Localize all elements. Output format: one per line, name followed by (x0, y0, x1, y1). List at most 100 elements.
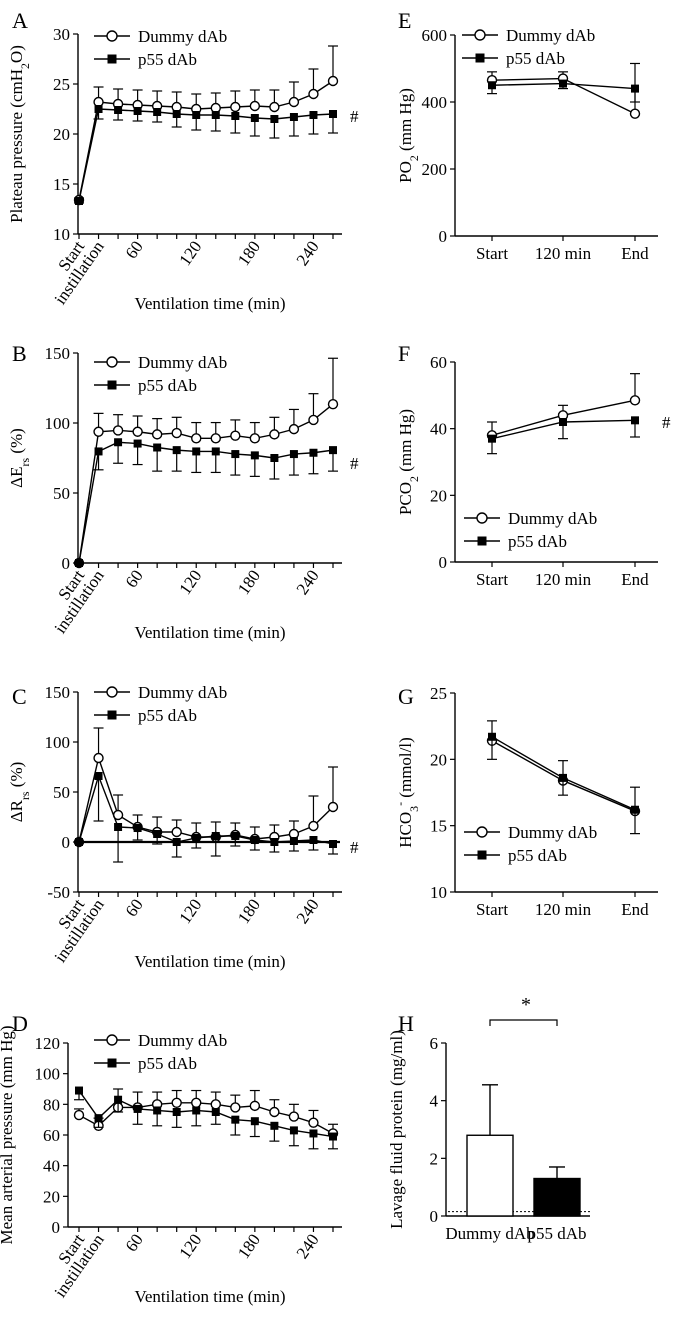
data-point (231, 832, 240, 840)
x-tick-label: 60 (122, 566, 147, 591)
x-tick-label: 60 (122, 1230, 147, 1255)
legend-label: Dummy dAb (508, 509, 597, 528)
x-tick-label: 60 (122, 895, 147, 920)
data-point (93, 426, 104, 437)
legend-marker (107, 380, 117, 390)
legend-marker (474, 29, 486, 41)
data-point (151, 429, 163, 440)
x-tick-label: 180 (234, 1230, 264, 1262)
panel-letter: G (398, 684, 414, 709)
y-tick-label: 40 (430, 420, 447, 439)
y-tick-label: 0 (439, 553, 448, 572)
y-tick-label: 200 (422, 160, 448, 179)
panel-letter: D (12, 1011, 28, 1036)
series-dummy-dab (73, 45, 339, 206)
data-point (488, 81, 496, 90)
x-tick-label: 120 (175, 1230, 205, 1262)
data-point (211, 111, 220, 119)
y-tick-label: 150 (45, 683, 71, 702)
data-point (192, 111, 201, 119)
legend-label: p55 dAb (138, 1054, 197, 1073)
legend-marker (475, 53, 485, 63)
y-tick-label: 50 (53, 484, 70, 503)
y-tick-label: 25 (430, 684, 447, 703)
y-tick-label: 400 (422, 93, 448, 112)
data-point (211, 447, 220, 456)
y-tick-label: 60 (43, 1126, 60, 1145)
x-axis-label: Ventilation time (min) (134, 623, 285, 642)
data-point (488, 434, 496, 443)
y-tick-label: 0 (439, 227, 448, 246)
legend: Dummy dAb p55 dAb (464, 823, 597, 865)
data-point (75, 838, 83, 846)
legend: Dummy dAb p55 dAb (94, 683, 227, 725)
significance-mark: * (521, 994, 531, 1016)
data-point (308, 1117, 319, 1128)
legend: Dummy dAb p55 dAb (462, 26, 595, 68)
legend-label: Dummy dAb (138, 27, 227, 46)
x-axis-label: Ventilation time (min) (134, 294, 285, 313)
panel-h: H 0 2 4 6 Lavage fluid protein (mg/ml) Dummy d… (387, 994, 590, 1243)
x-tick-label: Start (476, 244, 508, 263)
data-point (270, 838, 279, 846)
data-point (192, 834, 201, 842)
y-axis-label: PCO2 (mm Hg) (396, 409, 421, 515)
data-point (288, 96, 300, 108)
x-tick-label: 240 (293, 1230, 323, 1262)
data-point (309, 836, 318, 844)
y-tick-label: 0 (52, 1218, 61, 1237)
panel-f: F 0 20 40 60 PCO2 (mm Hg) Start 120 min End Dummy… (396, 341, 671, 589)
legend: Dummy dAb p55 dAb (464, 509, 597, 551)
legend-label: p55 dAb (138, 50, 197, 69)
x-tick-label: 180 (234, 895, 264, 927)
x-tick-label: 120 (175, 895, 205, 927)
data-point (210, 1099, 221, 1110)
y-tick-label: 20 (430, 750, 447, 769)
legend-marker (477, 536, 487, 546)
data-point (289, 113, 298, 121)
x-tick-label: 120 min (535, 244, 592, 263)
panel-d: D 0 20 40 60 80 100 120 Mean arterial pressure (… (0, 1011, 342, 1306)
data-point (309, 111, 318, 119)
data-point (249, 100, 261, 112)
bar (466, 1134, 514, 1217)
x-tick-label: 240 (293, 566, 323, 598)
data-point (211, 1108, 220, 1116)
legend-marker (106, 356, 118, 368)
y-tick-label: 15 (53, 175, 70, 194)
data-point (231, 1115, 240, 1124)
data-point (288, 1111, 300, 1122)
x-tick-label: 120 min (535, 900, 592, 919)
data-point (94, 447, 103, 456)
x-tick-label: 120 min (535, 570, 592, 589)
data-point (191, 1097, 202, 1109)
panel-letter: F (398, 341, 410, 366)
panel-letter: C (12, 684, 27, 709)
series-p55-dab (75, 438, 338, 567)
data-point (629, 108, 641, 119)
x-tick-label: 60 (122, 237, 147, 262)
panel-letter: A (12, 8, 28, 33)
data-point (94, 1114, 103, 1123)
data-point (171, 1097, 182, 1109)
y-axis-label: Plateau pressure (cmH2O) (7, 45, 32, 223)
data-point (559, 773, 567, 782)
data-point (94, 105, 103, 113)
significance-mark: # (662, 413, 671, 432)
significance-mark: # (350, 838, 359, 857)
y-tick-label: 25 (53, 75, 70, 94)
data-point (133, 439, 142, 448)
y-tick-label: 150 (45, 344, 71, 363)
data-point (75, 559, 83, 567)
data-point (250, 451, 259, 460)
data-point (93, 752, 104, 764)
data-point (250, 1117, 259, 1126)
data-point (327, 398, 339, 410)
data-point (231, 450, 240, 459)
data-point (73, 1109, 85, 1121)
panel-g: G 10 15 20 25 HCO3- (mmol/l) Start 120 min End Du… (393, 684, 658, 919)
x-tick-label: 180 (234, 237, 264, 269)
legend-label: Dummy dAb (508, 823, 597, 842)
data-point (171, 427, 182, 439)
